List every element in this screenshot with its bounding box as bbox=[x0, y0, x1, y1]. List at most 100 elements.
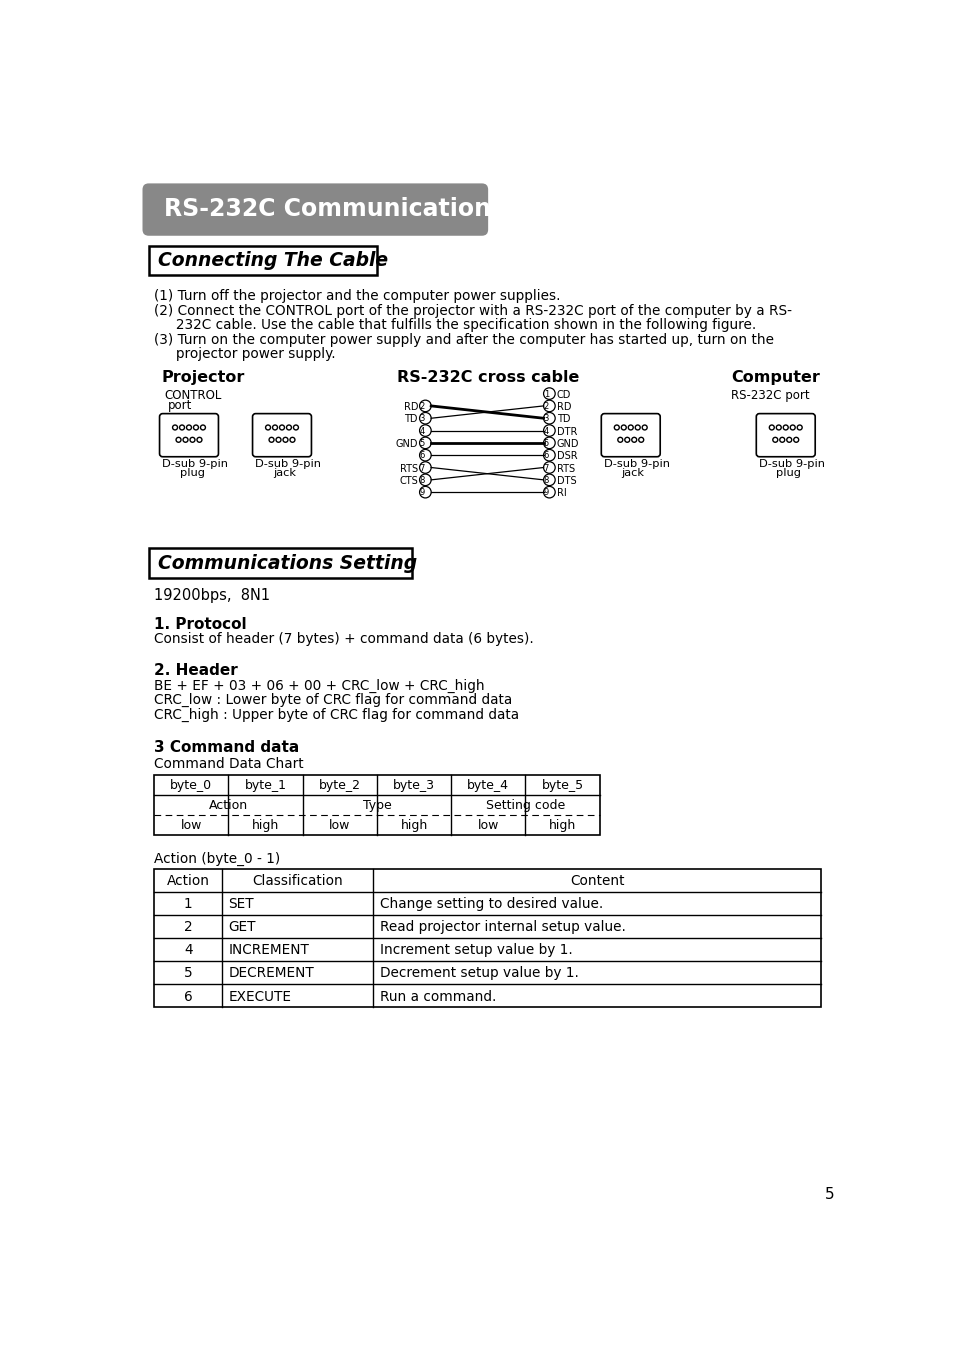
Text: D-sub 9-pin: D-sub 9-pin bbox=[603, 459, 669, 469]
Text: CTS: CTS bbox=[399, 476, 417, 486]
FancyBboxPatch shape bbox=[756, 413, 815, 457]
Text: plug: plug bbox=[179, 469, 205, 478]
Text: 3 Command data: 3 Command data bbox=[154, 740, 299, 755]
Text: byte_1: byte_1 bbox=[244, 779, 286, 791]
Text: Content: Content bbox=[569, 874, 623, 888]
Text: 2: 2 bbox=[184, 920, 193, 935]
Text: Action (byte_0 - 1): Action (byte_0 - 1) bbox=[154, 852, 280, 866]
Text: TD: TD bbox=[404, 415, 417, 424]
Text: D-sub 9-pin: D-sub 9-pin bbox=[758, 459, 823, 469]
Text: high: high bbox=[400, 818, 427, 832]
Bar bbox=[149, 245, 377, 275]
Text: 5: 5 bbox=[543, 439, 548, 449]
Text: high: high bbox=[548, 818, 576, 832]
Bar bbox=[154, 775, 599, 835]
Text: 2: 2 bbox=[543, 402, 548, 411]
Text: 2. Header: 2. Header bbox=[154, 663, 237, 678]
Text: jack: jack bbox=[620, 469, 644, 478]
Text: RI: RI bbox=[557, 488, 566, 499]
Text: 3: 3 bbox=[419, 415, 424, 423]
Text: 7: 7 bbox=[543, 463, 548, 473]
Text: DSR: DSR bbox=[557, 451, 577, 461]
Text: CRC_high : Upper byte of CRC flag for command data: CRC_high : Upper byte of CRC flag for co… bbox=[154, 707, 518, 722]
Text: Setting code: Setting code bbox=[485, 798, 564, 812]
Text: byte_2: byte_2 bbox=[318, 779, 360, 791]
Text: EXECUTE: EXECUTE bbox=[229, 989, 292, 1004]
Text: 4: 4 bbox=[543, 427, 548, 436]
Text: DECREMENT: DECREMENT bbox=[229, 966, 314, 981]
Text: byte_0: byte_0 bbox=[170, 779, 213, 791]
Text: 6: 6 bbox=[419, 451, 424, 461]
Text: TD: TD bbox=[557, 415, 570, 424]
Text: 2: 2 bbox=[419, 402, 424, 411]
Text: 4: 4 bbox=[184, 943, 193, 958]
Text: Connecting The Cable: Connecting The Cable bbox=[158, 251, 388, 270]
Text: projector power supply.: projector power supply. bbox=[154, 347, 335, 362]
Text: (1) Turn off the projector and the computer power supplies.: (1) Turn off the projector and the compu… bbox=[154, 289, 560, 304]
Text: GND: GND bbox=[395, 439, 417, 449]
Text: 1. Protocol: 1. Protocol bbox=[154, 617, 247, 631]
Text: Projector: Projector bbox=[162, 370, 245, 386]
Text: high: high bbox=[252, 818, 279, 832]
Text: Computer: Computer bbox=[731, 370, 820, 386]
Text: RTS: RTS bbox=[399, 463, 417, 474]
Text: (2) Connect the CONTROL port of the projector with a RS-232C port of the compute: (2) Connect the CONTROL port of the proj… bbox=[154, 304, 791, 317]
Text: 4: 4 bbox=[419, 427, 424, 436]
Text: D-sub 9-pin: D-sub 9-pin bbox=[254, 459, 320, 469]
Text: 9: 9 bbox=[543, 488, 548, 497]
Text: D-sub 9-pin: D-sub 9-pin bbox=[162, 459, 228, 469]
FancyBboxPatch shape bbox=[253, 413, 311, 457]
Text: jack: jack bbox=[273, 469, 295, 478]
Text: Classification: Classification bbox=[253, 874, 343, 888]
Text: CD: CD bbox=[557, 390, 571, 400]
Text: 6: 6 bbox=[184, 989, 193, 1004]
Text: GND: GND bbox=[557, 439, 578, 449]
Text: 1: 1 bbox=[184, 897, 193, 911]
Text: Action: Action bbox=[209, 798, 248, 812]
Text: 7: 7 bbox=[419, 463, 424, 473]
Text: RD: RD bbox=[557, 402, 571, 412]
Text: plug: plug bbox=[776, 469, 801, 478]
Text: Command Data Chart: Command Data Chart bbox=[154, 757, 303, 771]
Text: byte_5: byte_5 bbox=[541, 779, 583, 791]
Text: port: port bbox=[168, 398, 193, 412]
Text: 1: 1 bbox=[543, 390, 548, 398]
Text: 8: 8 bbox=[543, 476, 548, 485]
Text: 232C cable. Use the cable that fulfills the specification shown in the following: 232C cable. Use the cable that fulfills … bbox=[154, 318, 756, 332]
Text: 5: 5 bbox=[419, 439, 424, 449]
Text: low: low bbox=[180, 818, 202, 832]
Text: RS-232C port: RS-232C port bbox=[731, 389, 809, 402]
FancyBboxPatch shape bbox=[159, 413, 218, 457]
Text: CONTROL: CONTROL bbox=[164, 389, 221, 402]
Text: Action: Action bbox=[167, 874, 210, 888]
Text: 9: 9 bbox=[419, 488, 424, 497]
Text: Communications Setting: Communications Setting bbox=[158, 554, 416, 573]
Text: RD: RD bbox=[403, 402, 417, 412]
Text: Change setting to desired value.: Change setting to desired value. bbox=[379, 897, 602, 911]
Text: 19200bps,  8N1: 19200bps, 8N1 bbox=[154, 588, 270, 603]
Text: low: low bbox=[477, 818, 498, 832]
Text: BE + EF + 03 + 06 + 00 + CRC_low + CRC_high: BE + EF + 03 + 06 + 00 + CRC_low + CRC_h… bbox=[154, 679, 484, 692]
Text: RS-232C Communication: RS-232C Communication bbox=[164, 198, 491, 221]
Text: 6: 6 bbox=[543, 451, 548, 461]
Text: 3: 3 bbox=[543, 415, 548, 423]
Text: Increment setup value by 1.: Increment setup value by 1. bbox=[379, 943, 572, 958]
FancyBboxPatch shape bbox=[600, 413, 659, 457]
Text: Read projector internal setup value.: Read projector internal setup value. bbox=[379, 920, 625, 935]
Text: DTS: DTS bbox=[557, 476, 576, 486]
Text: DTR: DTR bbox=[557, 427, 577, 436]
Text: 5: 5 bbox=[184, 966, 193, 981]
Text: 8: 8 bbox=[419, 476, 424, 485]
Text: 5: 5 bbox=[823, 1187, 833, 1202]
Text: byte_3: byte_3 bbox=[393, 779, 435, 791]
Text: SET: SET bbox=[229, 897, 253, 911]
Bar bbox=[149, 547, 412, 579]
Text: (3) Turn on the computer power supply and after the computer has started up, tur: (3) Turn on the computer power supply an… bbox=[154, 333, 773, 347]
Bar bbox=[154, 869, 820, 1007]
Text: GET: GET bbox=[229, 920, 255, 935]
Text: CRC_low : Lower byte of CRC flag for command data: CRC_low : Lower byte of CRC flag for com… bbox=[154, 694, 512, 707]
Text: INCREMENT: INCREMENT bbox=[229, 943, 309, 958]
Text: RTS: RTS bbox=[557, 463, 575, 474]
Text: Consist of header (7 bytes) + command data (6 bytes).: Consist of header (7 bytes) + command da… bbox=[154, 633, 534, 646]
Text: RS-232C cross cable: RS-232C cross cable bbox=[396, 370, 578, 386]
